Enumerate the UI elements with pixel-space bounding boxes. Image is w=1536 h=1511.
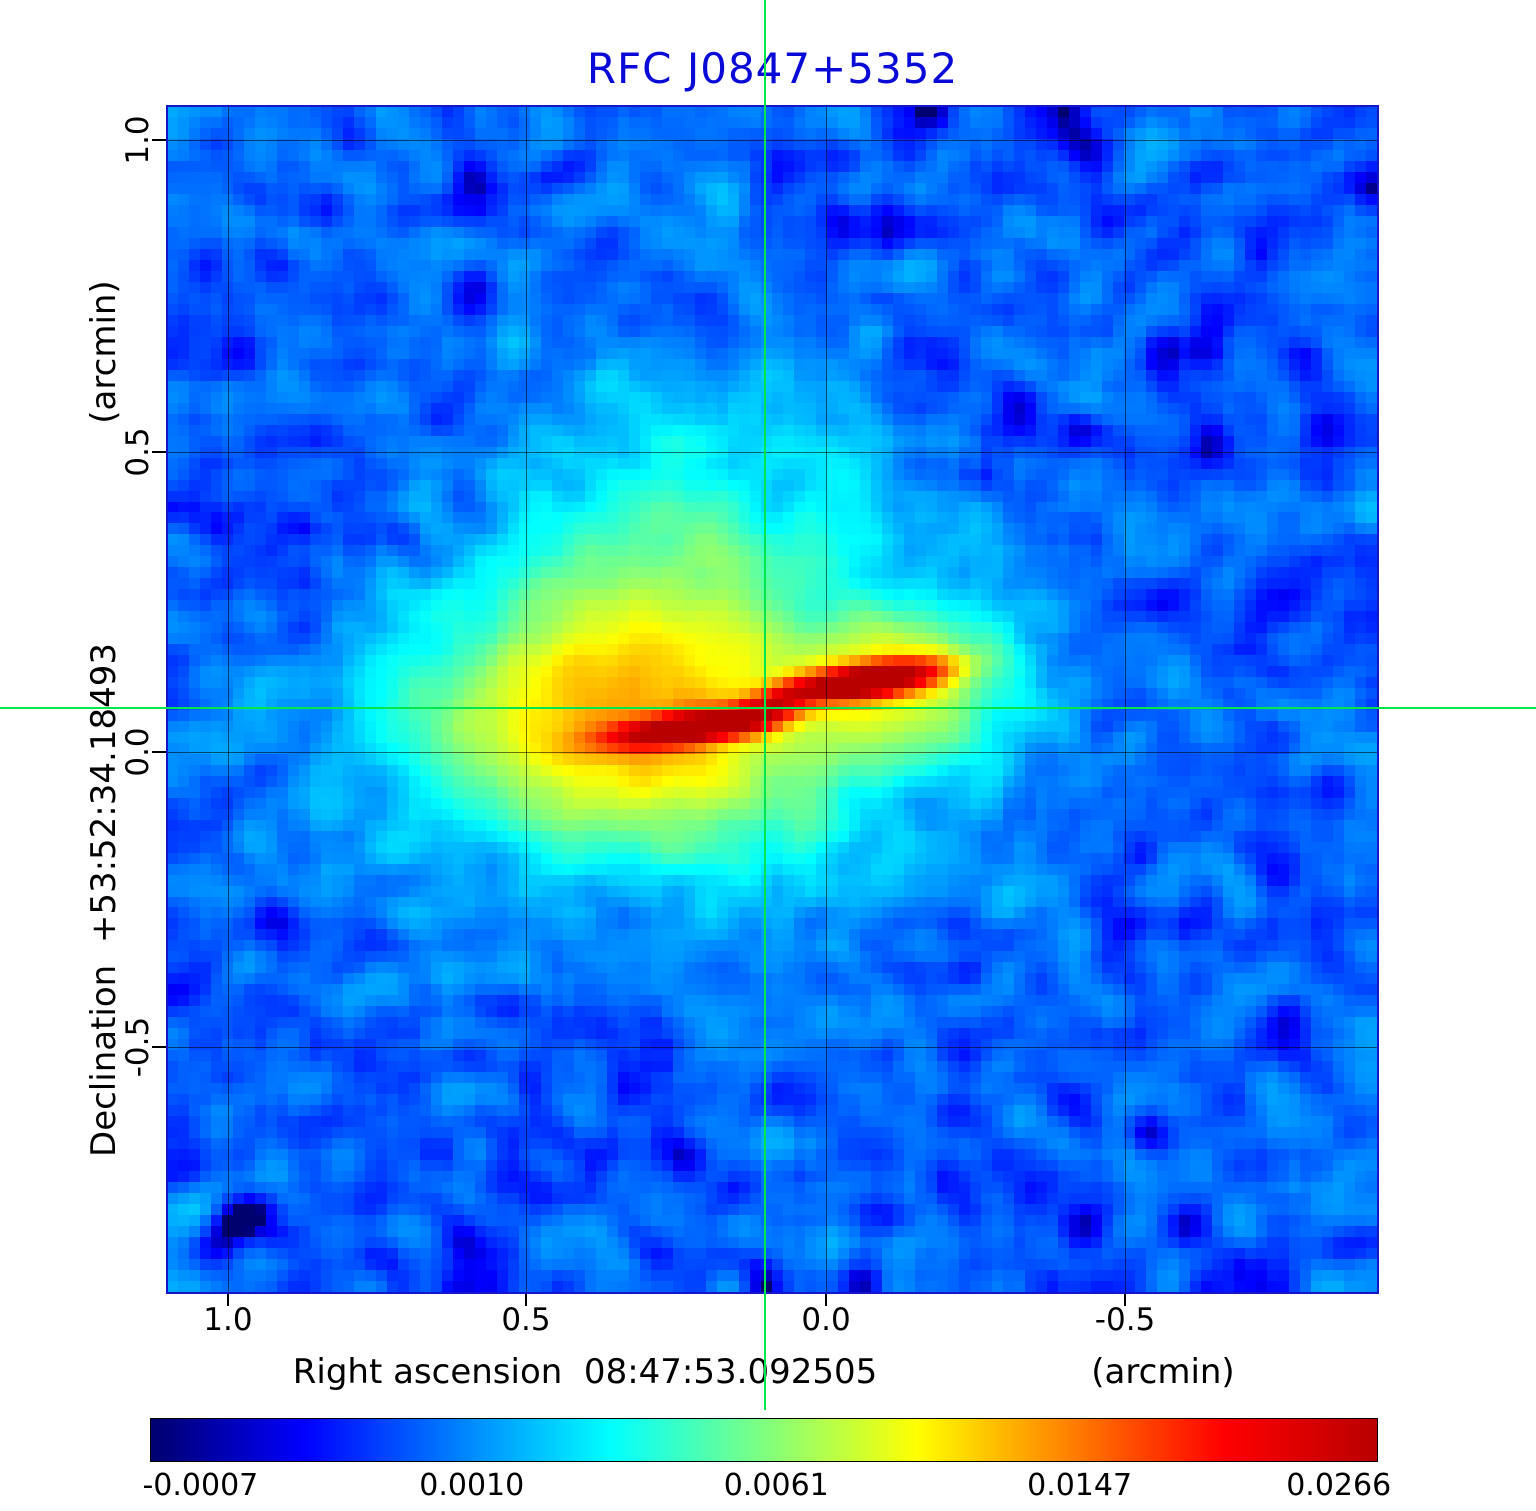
y-axis-tick-label: 1.0 [120, 115, 156, 165]
colorbar [150, 1418, 1378, 1462]
y-axis-tick-label: 0.5 [120, 427, 156, 477]
y-axis-tick-label: 0.0 [120, 727, 156, 777]
colorbar-tick-label: -0.0007 [142, 1468, 259, 1503]
x-axis-label: Right ascension 08:47:53.092505 [292, 1352, 878, 1392]
y-axis-tick-label: -0.5 [120, 1016, 156, 1078]
y-axis-tick [152, 1045, 166, 1048]
colorbar-tick-label: 0.0010 [419, 1468, 525, 1503]
y-axis-tick [152, 750, 166, 753]
crosshair-vertical-line [764, 0, 767, 1410]
y-axis-unit-label: (arcmin) [84, 280, 124, 424]
x-axis-tick-label: 1.0 [203, 1302, 253, 1338]
y-axis-label: Declination +53:52:34.18493 [84, 643, 124, 1157]
x-axis-tick [1124, 1294, 1127, 1306]
chart-title: RFC J0847+5352 [586, 44, 959, 93]
colorbar-tick-label: 0.0147 [1027, 1468, 1133, 1503]
x-axis-tick-label: 0.0 [801, 1302, 851, 1338]
colorbar-tick-label: 0.0266 [1286, 1468, 1392, 1503]
x-axis-tick [524, 1294, 527, 1306]
x-axis-unit-label: (arcmin) [1091, 1352, 1235, 1392]
x-axis-tick-label: 0.5 [501, 1302, 551, 1338]
x-axis-tick [825, 1294, 828, 1306]
crosshair-horizontal-line [0, 706, 1536, 709]
x-axis-tick [226, 1294, 229, 1306]
x-axis-tick-label: -0.5 [1094, 1302, 1156, 1338]
heatmap-canvas [168, 107, 1377, 1292]
y-axis-tick [152, 138, 166, 141]
y-axis-tick [152, 450, 166, 453]
colorbar-tick-label: 0.0061 [723, 1468, 829, 1503]
